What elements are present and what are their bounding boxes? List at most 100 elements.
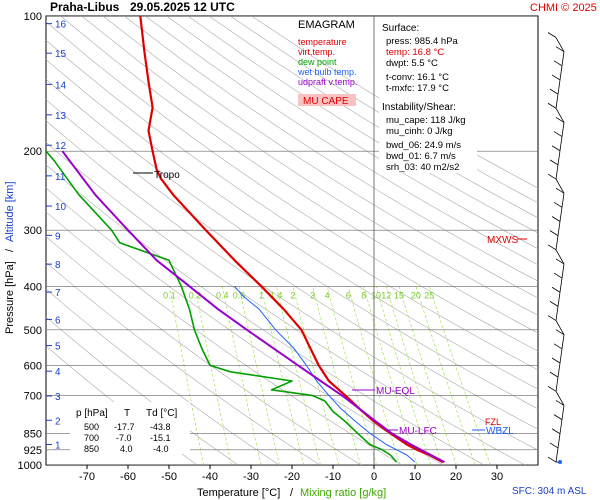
pressure-tick-label: 500 [24,325,42,337]
wind-barb [551,216,561,222]
temperature-tick-label: 10 [409,471,421,483]
temperature-tick-label: -50 [161,471,177,483]
dry-adiabat-line [60,16,538,334]
mu-eql-label: MU-EQL [376,386,415,397]
mixing-ratio-label: 20 [411,290,421,300]
altitude-tick-label: 10 [55,202,67,213]
wind-staff [557,362,561,378]
altitude-tick-label: 14 [55,80,67,91]
x-axis-sep: / [290,487,294,499]
series-line-dew-point [46,150,398,463]
wind-barb [547,315,557,321]
wind-staff [555,391,565,406]
temperature-tick-label: 30 [491,471,503,483]
wind-barb [551,286,561,293]
wind-staff [555,249,565,265]
pressure-tick-label: 400 [24,281,42,293]
legend-item-updraft: udpraft v.temp. [298,77,357,87]
wind-barb [547,456,557,463]
wind-barb [555,46,565,53]
mixing-ratio-label: 0.6 [233,290,246,300]
wind-barbs [547,32,565,465]
fzl-label: FZL [485,417,501,427]
chart-grid: 0.1 0.2 0.4 0.6 1 1.4 2 3 4 6 8 10 12 15 20 25 [46,16,538,465]
level-table: p [hPa] T Td [°C] 500 -17.7 -43.8 700 -7… [70,402,190,454]
dry-adiabat-line [46,59,538,390]
temperature-tick-label: -60 [120,471,136,483]
table-header-td: Td [°C] [146,408,177,419]
wind-staff [561,334,565,349]
wind-staff [559,207,563,222]
wind-barb [555,400,565,406]
altitude-tick-label: 7 [55,288,61,299]
temperature-tick-label: -10 [325,471,341,483]
pressure-tick-label: 600 [24,360,42,372]
wind-barb [555,187,565,194]
table-cell: 4.0 [120,444,133,454]
altitude-tick-label: 12 [55,141,67,152]
table-header-p: p [hPa] [76,408,108,419]
temperature-tick-label: 0 [371,471,377,483]
wind-staff [555,178,565,194]
legend-mu-cape: MU CAPE [303,96,349,107]
wind-staff [559,278,563,293]
wind-staff [561,193,565,208]
wind-staff [557,221,561,236]
altitude-tick-label: 8 [55,260,61,271]
mixing-ratio-label: 12 [381,290,391,300]
temperature-tick-label: -70 [79,471,95,483]
surface-title: Surface: [382,23,419,34]
mu-cape-swatch [298,94,356,106]
mixing-ratio-label: 0.1 [163,290,176,300]
station-name: Praha-Libus [50,0,120,14]
wind-staff [559,348,563,364]
instability-title: Instability/Shear: [382,102,456,113]
dry-adiabat-line [230,16,538,204]
mixing-ratio-label: 1.4 [270,290,283,300]
wind-staff [561,51,565,66]
temperature-tick-label: 20 [450,471,462,483]
mu-lfc-label: MU-LFC [399,426,437,437]
wind-barb [555,117,565,123]
legend-item-virt-temp: virt.temp. [298,47,335,57]
temperature-tick-label: -40 [202,471,218,483]
stat-temp: temp: 16.8 °C [386,47,444,58]
pressure-tick-label: 850 [24,428,42,440]
wind-staff [559,419,563,434]
y-axis-titles: Pressure [hPa] / Altitude [km] [4,181,16,334]
table-cell: 850 [84,444,99,454]
wind-barb [553,272,563,279]
level-table-bg [70,402,190,454]
altitude-tick-label: 13 [55,111,67,122]
temperature-tick-label: -30 [243,471,259,483]
pressure-tick-label: 200 [24,146,42,158]
wind-barb [551,357,561,364]
wind-barb [553,343,563,350]
wind-barb [547,244,557,251]
altitude-tick-label: 6 [55,315,61,326]
altitude-tick-label: 15 [55,49,67,60]
pressure-tick-label: 1000 [18,460,42,472]
dry-adiabat-line [187,16,538,234]
mixing-ratio-label: 0.4 [216,290,229,300]
wind-staff [555,108,565,123]
altitude-tick-label: 4 [55,367,61,378]
stats-panel: Surface: press: 985.4 hPa temp: 16.8 °C … [379,18,477,173]
series-line-udpraft-v-temp [61,150,445,463]
wind-staff [555,94,559,109]
mixing-ratio-label: 0.2 [189,290,202,300]
pressure-tick-label: 100 [24,11,42,23]
legend: EMAGRAM temperature virt.temp. dew point… [297,19,357,107]
y-axis-title-pressure: Pressure [hPa] [4,261,16,334]
wind-barb [549,230,559,236]
wind-staff [561,405,565,420]
dry-adiabat-line [208,16,538,219]
copyright: CHMI © 2025 [530,2,597,14]
altitude-tick-label: 1 [55,440,61,451]
mixing-ratio-label: 4 [325,290,330,300]
table-cell: -4.0 [153,444,169,454]
mixing-ratio-label: 6 [346,290,351,300]
series-line-wet-bulb-temp [234,285,416,463]
wind-barb [549,88,559,95]
